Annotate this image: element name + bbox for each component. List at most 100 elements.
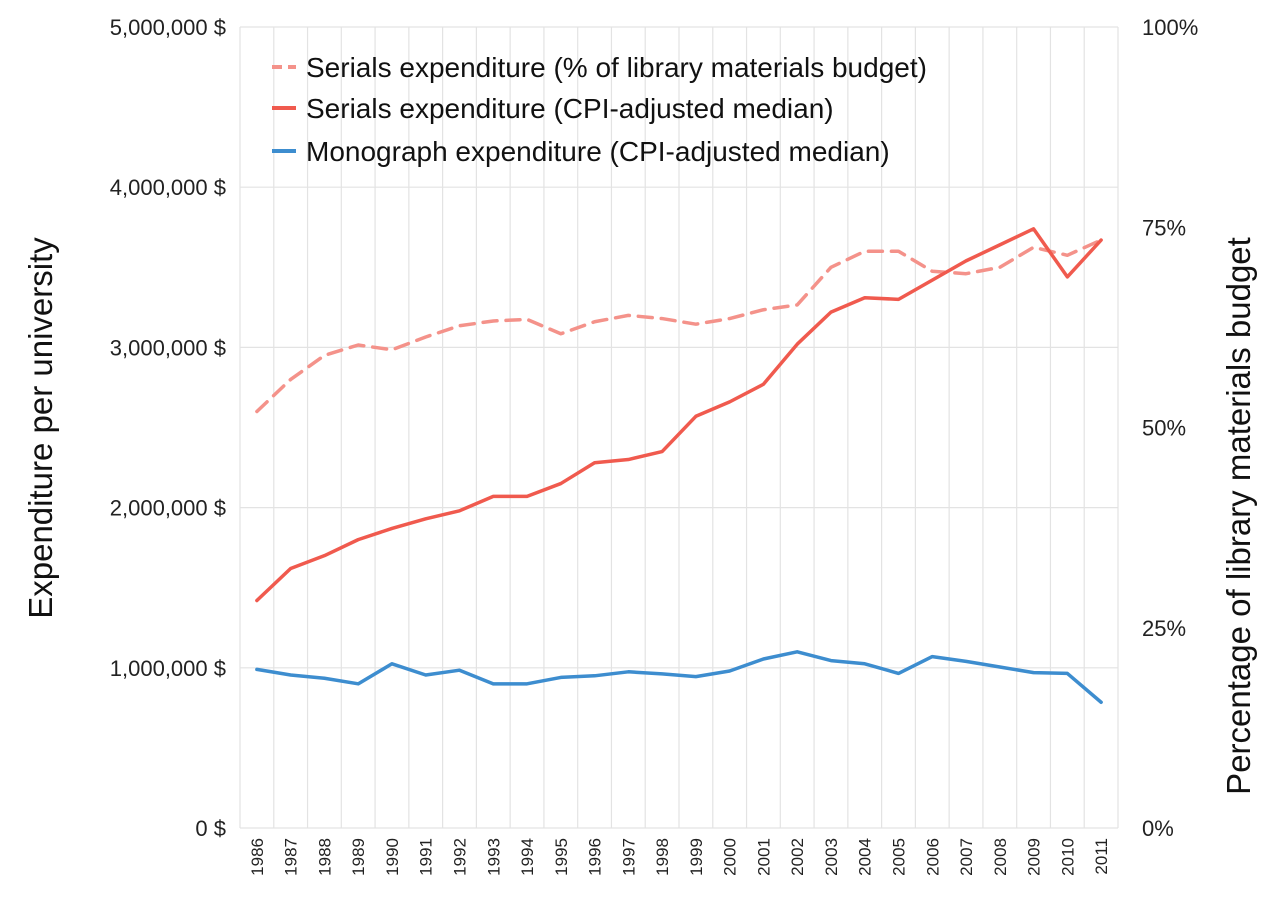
left-tick-label: 4,000,000 $ — [110, 175, 226, 200]
left-tick-label: 0 $ — [195, 816, 226, 841]
x-tick-label: 1987 — [282, 838, 301, 876]
x-tick-label: 2009 — [1025, 838, 1044, 876]
series-1-point — [255, 599, 258, 602]
series-2-point — [559, 676, 562, 679]
series-2-point — [458, 669, 461, 672]
series-0-point — [694, 323, 697, 326]
series-2-point — [897, 672, 900, 675]
series-2-point — [526, 682, 529, 685]
left-tick-label: 2,000,000 $ — [110, 496, 226, 521]
series-0-point — [458, 324, 461, 327]
series-line-1 — [255, 227, 1103, 603]
series-0-point — [897, 250, 900, 253]
series-1-point — [965, 259, 968, 262]
series-0-point — [492, 319, 495, 322]
legend: Serials expenditure (% of library materi… — [272, 52, 927, 167]
x-tick-label: 1996 — [586, 838, 605, 876]
legend-label-serials-percent: Serials expenditure (% of library materi… — [306, 52, 927, 83]
x-tick-label: 1993 — [484, 838, 503, 876]
left-tick-label: 3,000,000 $ — [110, 335, 226, 360]
series-0-point — [559, 332, 562, 335]
x-tick-label: 2002 — [788, 838, 807, 876]
series-2-point — [931, 655, 934, 658]
series-1-point — [424, 517, 427, 520]
series-line-2 — [255, 650, 1103, 704]
gridlines — [239, 26, 1119, 829]
left-tick-label: 1,000,000 $ — [110, 656, 226, 681]
right-tick-label: 25% — [1142, 616, 1186, 641]
right-tick-label: 100% — [1142, 15, 1198, 40]
series-0-point — [661, 317, 664, 320]
x-tick-label: 1994 — [518, 838, 537, 876]
x-tick-label: 2007 — [957, 838, 976, 876]
x-tick-label: 1991 — [417, 838, 436, 876]
series-0-point — [593, 320, 596, 323]
left-axis-ticks: 0 $ 1,000,000 $ 2,000,000 $ 3,000,000 $ 4,00… — [110, 15, 226, 841]
series-2-point — [694, 675, 697, 678]
series-1-point — [526, 495, 529, 498]
series-1-point — [323, 554, 326, 557]
series-1-point — [458, 509, 461, 512]
series-1-point — [1032, 227, 1035, 230]
series-2-point — [1066, 672, 1069, 675]
series-2-point — [323, 677, 326, 680]
series-lines — [255, 227, 1103, 704]
legend-label-serials-median: Serials expenditure (CPI-adjusted median… — [306, 93, 834, 124]
series-1-point — [1100, 239, 1103, 242]
right-tick-label: 50% — [1142, 416, 1186, 441]
series-1-point — [829, 311, 832, 314]
right-axis-ticks: 0% 25% 50% 75% 100% — [1142, 15, 1198, 841]
series-0-point — [1032, 246, 1035, 249]
series-1-point — [593, 461, 596, 464]
series-2-point — [863, 662, 866, 665]
series-1-point — [796, 343, 799, 346]
series-2-point — [492, 682, 495, 685]
series-0-point — [728, 317, 731, 320]
series-2-point — [289, 674, 292, 677]
x-tick-label: 1989 — [349, 838, 368, 876]
right-axis-title: Percentage of library materials budget — [1220, 237, 1257, 795]
series-1-point — [1066, 275, 1069, 278]
x-tick-label: 1992 — [451, 838, 470, 876]
x-tick-label: 1997 — [619, 838, 638, 876]
x-tick-label: 2010 — [1058, 838, 1077, 876]
x-tick-label: 2004 — [856, 838, 875, 876]
series-2-point — [728, 670, 731, 673]
legend-label-monograph-median: Monograph expenditure (CPI-adjusted medi… — [306, 136, 890, 167]
series-0-point — [390, 348, 393, 351]
series-0-point — [998, 266, 1001, 269]
x-tick-label: 1988 — [315, 838, 334, 876]
x-tick-label: 2000 — [721, 838, 740, 876]
series-1-point — [762, 383, 765, 386]
series-2-point — [255, 668, 258, 671]
series-2-point — [1032, 671, 1035, 674]
series-2-point — [998, 665, 1001, 668]
series-2-point — [627, 670, 630, 673]
series-1-point — [390, 527, 393, 530]
series-2-point — [1100, 701, 1103, 704]
x-tick-label: 1998 — [653, 838, 672, 876]
series-1-point — [289, 567, 292, 570]
series-0-point — [323, 354, 326, 357]
x-tick-label: 2005 — [890, 838, 909, 876]
series-1-point — [559, 482, 562, 485]
series-2-point — [762, 657, 765, 660]
x-tick-label: 1999 — [687, 838, 706, 876]
series-0-point — [931, 270, 934, 273]
series-0-point — [796, 303, 799, 306]
series-2-point — [424, 674, 427, 677]
x-tick-label: 2006 — [923, 838, 942, 876]
series-1-point — [627, 458, 630, 461]
x-tick-label: 1995 — [552, 838, 571, 876]
series-0-point — [829, 266, 832, 269]
x-axis-ticks: 1986 1987 1988 1989 1990 1991 1992 1993 1994 1995… — [248, 838, 1111, 876]
series-1-point — [661, 450, 664, 453]
series-2-point — [593, 674, 596, 677]
x-tick-label: 1990 — [383, 838, 402, 876]
right-tick-label: 75% — [1142, 215, 1186, 240]
left-tick-label: 5,000,000 $ — [110, 15, 226, 40]
series-0-point — [289, 378, 292, 381]
series-0-point — [424, 335, 427, 338]
left-axis-title: Expenditure per university — [22, 237, 59, 619]
